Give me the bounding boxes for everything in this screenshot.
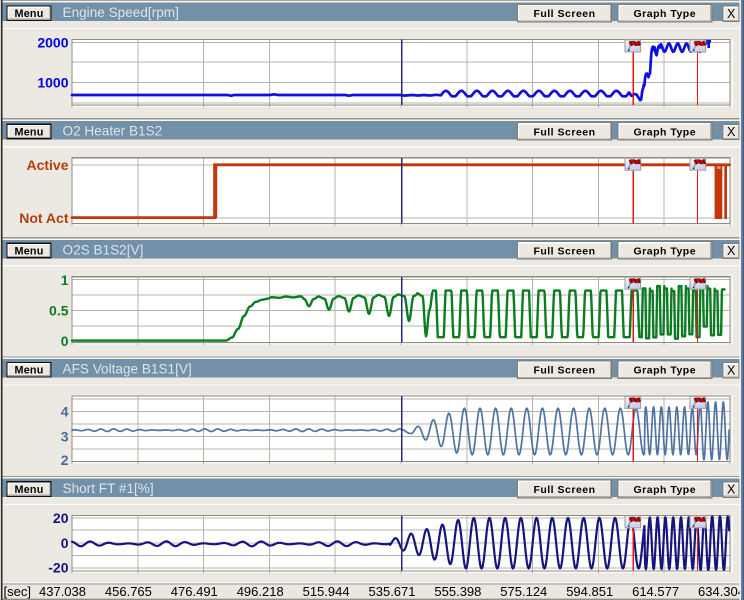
svg-text:20: 20 — [53, 510, 69, 526]
svg-text:3: 3 — [61, 428, 69, 444]
svg-text:X: X — [727, 125, 736, 139]
svg-text:456.765: 456.765 — [105, 584, 152, 599]
svg-text:O2S B1S2[V]: O2S B1S2[V] — [63, 242, 144, 257]
svg-text:Short FT #1[%]: Short FT #1[%] — [63, 481, 154, 496]
svg-text:Full Screen: Full Screen — [533, 126, 595, 138]
svg-text:O2 Heater B1S2: O2 Heater B1S2 — [63, 123, 163, 138]
svg-text:0: 0 — [61, 333, 69, 349]
svg-text:Graph Type: Graph Type — [634, 245, 697, 257]
svg-text:Menu: Menu — [15, 484, 44, 496]
svg-text:555.398: 555.398 — [434, 584, 481, 599]
svg-text:X: X — [727, 483, 736, 497]
svg-text:4: 4 — [61, 404, 69, 420]
svg-text:AFS Voltage B1S1[V]: AFS Voltage B1S1[V] — [63, 362, 192, 377]
svg-text:Graph Type: Graph Type — [634, 365, 697, 377]
svg-text:Menu: Menu — [15, 365, 44, 377]
svg-text:Not Act: Not Act — [19, 210, 69, 226]
svg-text:1000: 1000 — [37, 75, 68, 91]
svg-text:Full Screen: Full Screen — [533, 245, 595, 257]
svg-text:X: X — [727, 7, 736, 21]
svg-text:515.944: 515.944 — [303, 584, 350, 599]
svg-text:Engine Speed[rpm]: Engine Speed[rpm] — [63, 5, 179, 20]
svg-text:634.304: 634.304 — [698, 584, 744, 599]
svg-text:2000: 2000 — [37, 34, 68, 50]
svg-text:476.491: 476.491 — [171, 584, 218, 599]
svg-text:Menu: Menu — [15, 8, 44, 20]
svg-text:614.577: 614.577 — [632, 584, 679, 599]
svg-text:Full Screen: Full Screen — [533, 484, 595, 496]
svg-text:Active: Active — [26, 157, 68, 173]
svg-text:2: 2 — [61, 452, 69, 468]
svg-text:575.124: 575.124 — [500, 584, 547, 599]
svg-text:594.851: 594.851 — [566, 584, 613, 599]
svg-text:0.5: 0.5 — [49, 303, 69, 319]
svg-text:Menu: Menu — [15, 246, 44, 258]
svg-text:1: 1 — [61, 272, 69, 288]
svg-text:Menu: Menu — [15, 127, 44, 139]
svg-text:Graph Type: Graph Type — [634, 484, 697, 496]
svg-text:535.671: 535.671 — [369, 584, 416, 599]
svg-text:Full Screen: Full Screen — [533, 365, 595, 377]
svg-text:X: X — [727, 363, 736, 377]
svg-text:-20: -20 — [48, 559, 68, 575]
svg-text:Graph Type: Graph Type — [634, 126, 697, 138]
svg-text:496.218: 496.218 — [237, 584, 284, 599]
svg-text:437.038: 437.038 — [39, 584, 86, 599]
svg-text:Full Screen: Full Screen — [533, 8, 595, 20]
svg-text:X: X — [727, 244, 736, 258]
svg-text:Graph Type: Graph Type — [634, 8, 697, 20]
svg-text:0: 0 — [61, 535, 69, 551]
svg-text:[sec]: [sec] — [4, 584, 31, 599]
